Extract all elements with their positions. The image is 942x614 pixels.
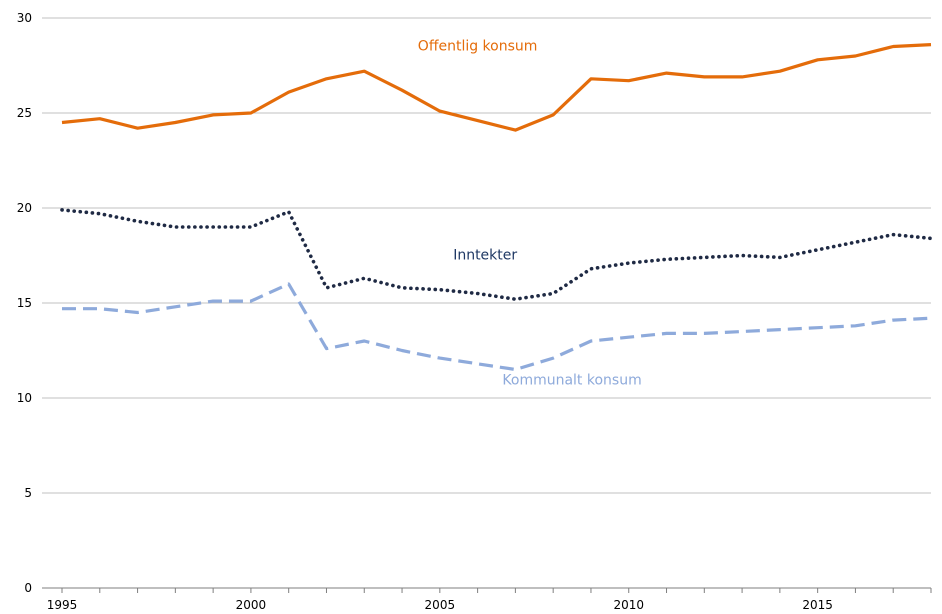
y-tick-label: 20 <box>17 201 32 215</box>
y-tick-label: 30 <box>17 11 32 25</box>
y-tick-label: 5 <box>24 486 32 500</box>
x-tick-label: 2005 <box>425 598 456 612</box>
x-tick-label: 2015 <box>802 598 833 612</box>
axes: 0 5 10 15 20 25 30 1995 2000 2005 2010 2015 <box>17 11 932 612</box>
y-tick-label: 0 <box>24 581 32 595</box>
series-label: Inntekter <box>453 247 517 263</box>
y-tick-label: 15 <box>17 296 32 310</box>
series-lines <box>60 43 933 372</box>
series-line-offentlig-konsum <box>61 43 932 132</box>
series-line-inntekter <box>60 208 933 302</box>
y-tick-label: 25 <box>17 106 32 120</box>
series-labels: Offentlig konsum Inntekter Kommunalt konsu… <box>418 38 642 388</box>
series-label: Offentlig konsum <box>418 38 538 54</box>
series-label: Kommunalt konsum <box>502 373 641 389</box>
gridlines <box>42 17 931 589</box>
x-tick-label: 2010 <box>613 598 644 612</box>
y-tick-label: 10 <box>17 391 32 405</box>
x-tick-label: 1995 <box>47 598 78 612</box>
x-tick-label: 2000 <box>236 598 267 612</box>
